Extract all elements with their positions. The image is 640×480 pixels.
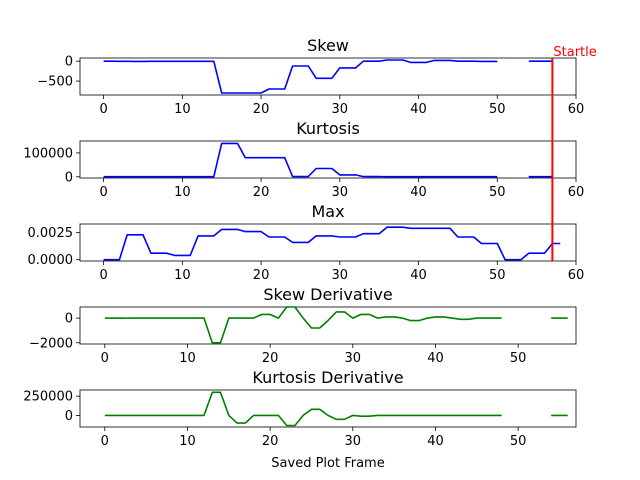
x-tick-label: 40 — [410, 102, 427, 117]
y-tick-label: 250000 — [23, 390, 73, 405]
axes-frame — [79, 306, 577, 345]
x-tick-label: 50 — [489, 185, 506, 200]
x-tick-label: 60 — [568, 102, 585, 117]
subplot-0: Skew 0 10 20 30 40 50 60 0 −500 Startle — [37, 36, 596, 117]
subplot-title: Skew Derivative — [263, 285, 392, 304]
x-tick-label: 10 — [174, 268, 191, 283]
x-tick-label: 40 — [427, 434, 444, 449]
axes-frame — [79, 389, 577, 428]
x-tick-label: 30 — [345, 351, 362, 366]
x-tick-label: 10 — [174, 185, 191, 200]
x-tick-label: 60 — [568, 185, 585, 200]
series-line-0 — [103, 226, 561, 261]
x-tick-label: 20 — [253, 102, 270, 117]
x-tick-label: 0 — [101, 434, 109, 449]
x-tick-label: 50 — [489, 102, 506, 117]
x-tick-label: 50 — [510, 434, 527, 449]
x-tick-label: 50 — [489, 268, 506, 283]
subplot-title: Max — [311, 202, 344, 221]
y-tick-label: 0 — [65, 409, 73, 424]
x-tick-label: 20 — [253, 185, 270, 200]
subplot-2: Max 0 10 20 30 40 50 60 0.0025 0.0000 — [28, 202, 585, 283]
x-tick-label: 0 — [99, 185, 107, 200]
x-tick-label: 10 — [174, 102, 191, 117]
x-tick-label: 10 — [179, 434, 196, 449]
subplot-4: Kurtosis Derivative 0 10 20 30 40 50 250000 0 Sav… — [23, 368, 577, 471]
x-tick-label: 40 — [410, 185, 427, 200]
x-tick-label: 0 — [99, 102, 107, 117]
y-tick-label: −500 — [37, 75, 73, 90]
series-line-0 — [104, 391, 568, 427]
x-tick-label: 0 — [99, 268, 107, 283]
series-line-0 — [104, 306, 568, 344]
axes-frame — [79, 57, 577, 96]
startle-label: Startle — [553, 45, 596, 60]
y-tick-label: 100000 — [23, 146, 73, 161]
y-tick-label: 0.0000 — [28, 253, 74, 268]
y-tick-label: −2000 — [29, 336, 73, 351]
subplot-title: Kurtosis Derivative — [252, 368, 403, 387]
x-tick-label: 60 — [568, 268, 585, 283]
x-tick-label: 30 — [345, 434, 362, 449]
axes-frame — [79, 140, 577, 179]
x-tick-label: 30 — [332, 268, 349, 283]
series-line-0 — [103, 59, 553, 94]
x-tick-label: 20 — [253, 268, 270, 283]
y-tick-label: 0 — [65, 55, 73, 70]
x-tick-label: 10 — [179, 351, 196, 366]
x-axis-label: Saved Plot Frame — [271, 456, 384, 471]
y-tick-label: 0.0025 — [28, 226, 74, 241]
subplot-3: Skew Derivative 0 10 20 30 40 50 0 −2000 — [29, 285, 577, 366]
x-tick-label: 0 — [101, 351, 109, 366]
series-line-0 — [103, 142, 553, 178]
x-tick-label: 20 — [262, 434, 279, 449]
subplot-title: Skew — [307, 36, 349, 55]
x-tick-label: 30 — [332, 102, 349, 117]
subplot-1: Kurtosis 0 10 20 30 40 50 60 100000 0 — [23, 119, 584, 200]
subplot-title: Kurtosis — [296, 119, 360, 138]
x-tick-label: 40 — [410, 268, 427, 283]
x-tick-label: 50 — [510, 351, 527, 366]
x-tick-label: 20 — [262, 351, 279, 366]
axes-frame — [79, 223, 577, 262]
x-tick-label: 40 — [427, 351, 444, 366]
y-tick-label: 0 — [65, 170, 73, 185]
y-tick-label: 0 — [65, 312, 73, 327]
x-tick-label: 30 — [332, 185, 349, 200]
